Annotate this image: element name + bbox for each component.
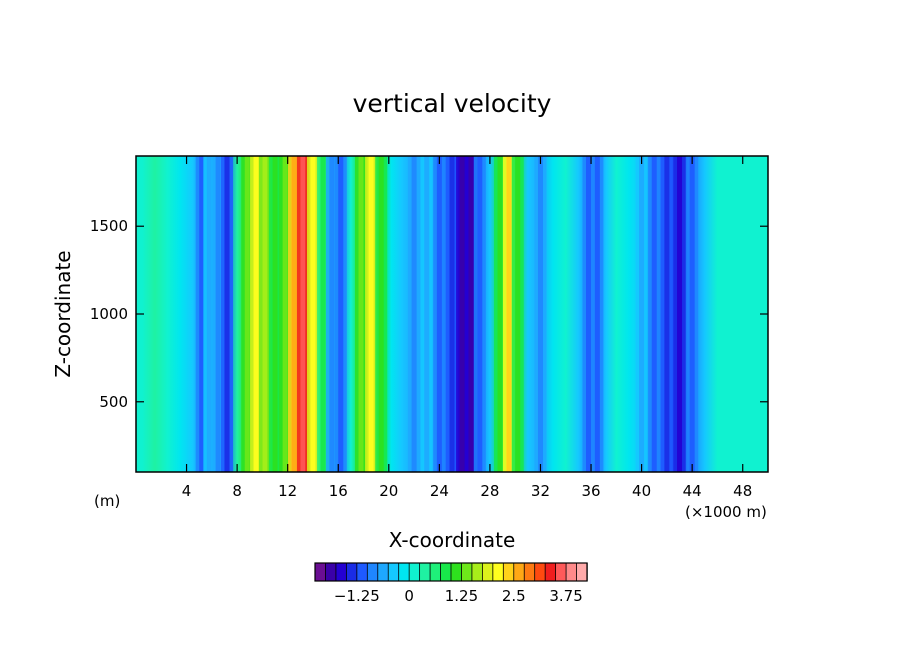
colorbar-swatch — [450, 562, 463, 582]
velocity-core — [677, 156, 683, 472]
x-unit-left-label: (m) — [94, 492, 120, 510]
colorbar-swatch — [325, 562, 337, 582]
colorbar-swatch — [513, 562, 525, 582]
x-tick-label: 32 — [531, 482, 550, 500]
velocity-core — [329, 156, 335, 472]
velocity-core — [537, 156, 543, 472]
y-tick-label: 500 — [99, 393, 128, 411]
colorbar-tick-label: 2.5 — [502, 587, 526, 605]
colorbar-swatch — [576, 562, 588, 582]
x-tick-label: 40 — [632, 482, 651, 500]
velocity-core — [206, 156, 212, 472]
velocity-core — [338, 156, 344, 472]
colorbar-swatch — [523, 562, 536, 582]
colorbar-swatch — [461, 562, 473, 582]
velocity-core — [651, 156, 657, 472]
velocity-core — [639, 156, 645, 472]
colorbar-labels: −1.25 0 1.25 2.5 3.75 — [334, 587, 583, 605]
velocity-core — [262, 156, 268, 472]
velocity-core — [358, 156, 364, 472]
colorbar-swatch — [565, 562, 578, 582]
velocity-core — [477, 156, 483, 472]
velocity-core — [215, 156, 221, 472]
x-tick-label: 12 — [278, 482, 297, 500]
x-axis-label: X-coordinate — [389, 528, 516, 552]
velocity-core — [468, 156, 474, 472]
colorbar-swatch — [555, 562, 567, 582]
velocity-core — [310, 156, 316, 472]
x-tick-label: 4 — [182, 482, 192, 500]
velocity-streaks — [195, 156, 699, 472]
x-tick-label: 44 — [683, 482, 702, 500]
velocity-core — [586, 156, 592, 472]
colorbar — [314, 562, 588, 582]
colorbar-swatch — [398, 562, 410, 582]
x-tick-label: 36 — [581, 482, 600, 500]
velocity-core — [291, 156, 297, 472]
velocity-core — [449, 156, 455, 472]
colorbar-swatch — [544, 562, 557, 582]
x-tick-label: 16 — [329, 482, 348, 500]
colorbar-swatch — [534, 562, 546, 582]
y-axis: 500 1000 1500 — [90, 217, 768, 411]
velocity-core — [272, 156, 278, 472]
velocity-core — [497, 156, 503, 472]
colorbar-swatch — [419, 562, 431, 582]
chart-title: vertical velocity — [353, 89, 552, 118]
velocity-core — [506, 156, 512, 472]
velocity-core — [594, 156, 600, 472]
x-tick-label: 28 — [480, 482, 499, 500]
velocity-core — [368, 156, 374, 472]
colorbar-tick-label: 1.25 — [445, 587, 478, 605]
colorbar-swatch — [429, 562, 442, 582]
x-tick-label: 20 — [379, 482, 398, 500]
colorbar-swatch — [502, 562, 515, 582]
plot-area — [136, 156, 768, 472]
velocity-core — [282, 156, 288, 472]
velocity-core — [320, 156, 326, 472]
colorbar-swatch — [471, 562, 484, 582]
colorbar-swatch — [387, 562, 400, 582]
colorbar-swatch — [492, 562, 505, 582]
velocity-core — [411, 156, 417, 472]
velocity-core — [244, 156, 250, 472]
colorbar-swatch — [408, 562, 421, 582]
x-tick-label: 48 — [733, 482, 752, 500]
colorbar-tick-label: 3.75 — [549, 587, 582, 605]
y-tick-label: 1500 — [90, 217, 128, 235]
y-axis-label: Z-coordinate — [51, 250, 75, 377]
colorbar-tick-label: 0 — [404, 587, 414, 605]
colorbar-swatch — [481, 562, 494, 582]
colorbar-swatch — [314, 562, 327, 582]
velocity-core — [664, 156, 670, 472]
x-tick-label: 8 — [232, 482, 242, 500]
velocity-core — [436, 156, 442, 472]
colorbar-tick-label: −1.25 — [334, 587, 380, 605]
velocity-core — [515, 156, 521, 472]
velocity-core — [224, 156, 230, 472]
colorbar-swatch — [377, 562, 389, 582]
x-axis: 4 8 12 16 20 24 28 32 36 40 44 48 — [182, 156, 752, 500]
colorbar-swatch — [356, 562, 369, 582]
colorbar-swatch — [440, 562, 452, 582]
velocity-core — [424, 156, 430, 472]
velocity-core — [689, 156, 695, 472]
colorbar-swatch — [366, 562, 379, 582]
velocity-core — [199, 156, 205, 472]
x-unit-right-label: (×1000 m) — [685, 503, 767, 521]
velocity-core — [378, 156, 384, 472]
velocity-core — [300, 156, 306, 472]
colorbar-swatch — [345, 562, 358, 582]
velocity-core — [253, 156, 259, 472]
velocity-core — [459, 156, 465, 472]
y-tick-label: 1000 — [90, 305, 128, 323]
x-tick-label: 24 — [430, 482, 449, 500]
colorbar-swatch — [335, 562, 348, 582]
colorbar-frame — [314, 562, 588, 582]
